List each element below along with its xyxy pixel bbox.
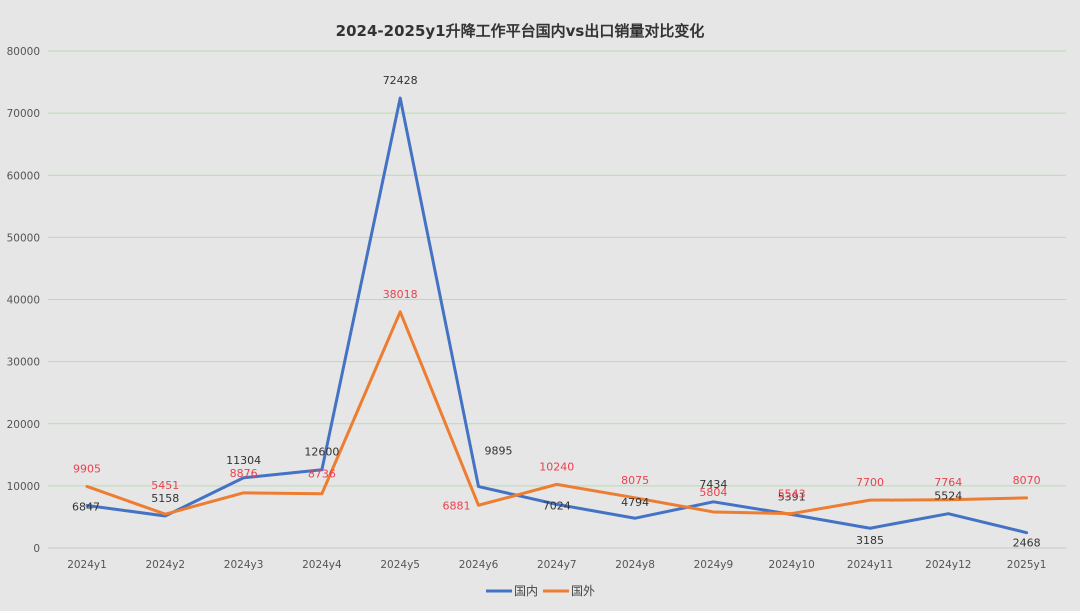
x-tick-label: 2024y11 [847, 559, 893, 571]
data-label: 12600 [304, 446, 339, 459]
y-tick-label: 80000 [7, 46, 40, 58]
data-label: 8876 [230, 467, 258, 480]
series-line-domestic [85, 96, 1029, 535]
data-label: 9895 [485, 445, 513, 458]
x-axis-ticks: 2024y1 2024y2 2024y3 2024y4 2024y5 2024y6 2024… [67, 559, 1046, 571]
x-tick-label: 2024y12 [925, 559, 971, 571]
data-label: 8075 [621, 474, 649, 487]
y-tick-label: 70000 [7, 108, 40, 120]
data-label: 5451 [151, 479, 179, 492]
x-tick-label: 2024y7 [537, 559, 577, 571]
data-label: 5804 [699, 486, 727, 499]
x-tick-label: 2024y4 [302, 559, 342, 571]
gridlines [48, 50, 1066, 549]
x-tick-label: 2024y1 [67, 559, 107, 571]
data-label: 5391 [778, 491, 806, 504]
y-tick-label: 30000 [7, 357, 40, 369]
x-tick-label: 2024y6 [459, 559, 499, 571]
data-label: 8736 [308, 468, 336, 481]
data-label: 10240 [539, 460, 574, 473]
data-label: 6881 [443, 499, 471, 512]
legend-label: 国内 [514, 584, 538, 598]
data-label: 2468 [1013, 537, 1041, 550]
data-label: 5158 [151, 492, 179, 505]
x-tick-label: 2024y10 [769, 559, 815, 571]
x-tick-label: 2024y3 [224, 559, 264, 571]
y-axis-ticks: 0 10000 20000 30000 40000 50000 60000 70000 8000… [7, 46, 40, 555]
data-label: 3185 [856, 534, 884, 547]
y-tick-label: 40000 [7, 295, 40, 307]
y-tick-label: 10000 [7, 481, 40, 493]
data-label: 5543 [778, 488, 806, 501]
x-tick-label: 2025y1 [1007, 559, 1047, 571]
data-label: 5524 [934, 490, 962, 503]
data-label: 7434 [699, 478, 727, 491]
series-lines [85, 96, 1029, 535]
series-line-export [85, 310, 1029, 516]
x-tick-label: 2024y5 [380, 559, 420, 571]
y-tick-label: 20000 [7, 419, 40, 431]
data-label: 9905 [73, 462, 101, 475]
x-tick-label: 2024y8 [615, 559, 655, 571]
data-label: 72428 [383, 74, 418, 87]
data-label: 7024 [543, 499, 571, 512]
data-label: 6847 [72, 500, 100, 513]
data-label: 11304 [226, 454, 261, 467]
data-label: 8070 [1013, 474, 1041, 487]
y-tick-label: 0 [33, 543, 40, 555]
legend-label: 国外 [571, 584, 595, 598]
data-label: 4794 [621, 496, 649, 509]
data-label: 7700 [856, 476, 884, 489]
y-tick-label: 60000 [7, 170, 40, 182]
legend: 国内 国外 [486, 584, 595, 598]
x-tick-label: 2024y2 [145, 559, 185, 571]
chart-title: 2024-2025y1升降工作平台国内vs出口销量对比变化 [336, 22, 705, 40]
data-label: 38018 [383, 288, 418, 301]
data-label: 7764 [934, 476, 962, 489]
x-tick-label: 2024y9 [694, 559, 734, 571]
y-tick-label: 50000 [7, 232, 40, 244]
